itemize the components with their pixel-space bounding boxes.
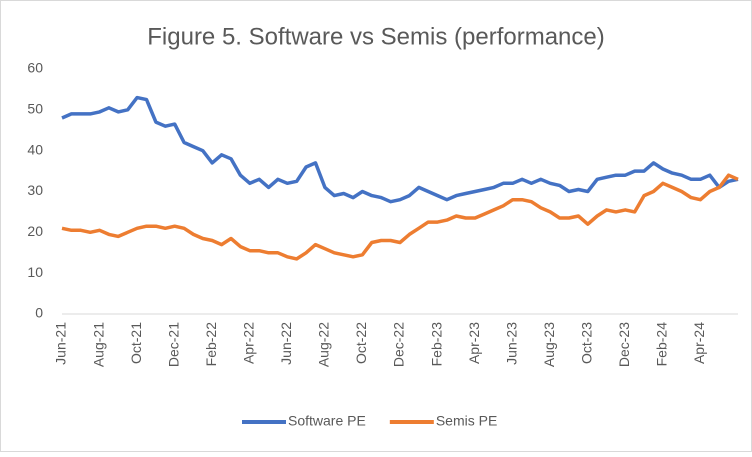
- x-tick-label: Feb-22: [203, 322, 219, 367]
- x-tick-label: Jun-21: [53, 322, 69, 365]
- x-tick-label: Dec-22: [391, 322, 407, 367]
- y-tick-label: 50: [27, 101, 43, 117]
- x-tick-label: Oct-23: [578, 322, 594, 364]
- x-tick-label: Apr-24: [691, 322, 707, 364]
- x-tick-label: Feb-24: [654, 322, 670, 367]
- y-tick-label: 10: [27, 264, 43, 280]
- line-series: [61, 95, 739, 204]
- legend-label: Semis PE: [436, 413, 497, 429]
- y-tick-label: 20: [27, 223, 43, 239]
- line-series: [61, 173, 739, 261]
- y-tick-label: 40: [27, 141, 43, 157]
- x-tick-label: Aug-21: [90, 322, 106, 367]
- legend-label: Software PE: [288, 413, 366, 429]
- x-tick-label: Apr-22: [240, 322, 256, 364]
- x-tick-label: Dec-21: [165, 322, 181, 367]
- x-tick-label: Jun-23: [503, 322, 519, 365]
- x-tick-label: Oct-22: [353, 322, 369, 364]
- y-tick-label: 60: [27, 60, 43, 76]
- x-tick-label: Jun-22: [278, 322, 294, 365]
- x-tick-label: Apr-23: [466, 322, 482, 364]
- y-tick-label: 30: [27, 182, 43, 198]
- chart-title: Figure 5. Software vs Semis (performance…: [147, 23, 605, 50]
- y-tick-label: 0: [35, 305, 43, 321]
- x-tick-label: Dec-23: [616, 322, 632, 367]
- x-tick-label: Aug-22: [316, 322, 332, 367]
- x-tick-label: Aug-23: [541, 322, 557, 367]
- x-tick-label: Oct-21: [128, 322, 144, 364]
- x-tick-label: Feb-23: [428, 322, 444, 367]
